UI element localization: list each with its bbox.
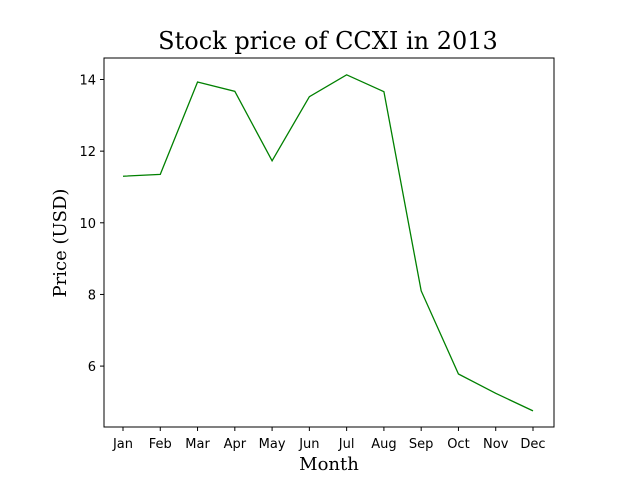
x-tick-label: Sep [409,437,434,452]
series-line-0 [122,74,534,412]
y-tick-label: 14 [79,73,96,88]
plot-frame [103,57,555,428]
x-axis-label: Month [299,454,359,475]
y-tick-label: 10 [79,217,96,232]
x-tick-label: Jun [298,437,319,452]
plot-area [122,74,534,412]
y-tick-label: 12 [79,145,96,160]
x-tick-label: May [259,437,286,452]
y-tick-label: 8 [88,288,96,303]
x-tick-label: Jul [338,437,355,452]
x-tick-label: Apr [224,437,247,452]
x-axis: Jan Feb Mar Apr May Jun Jul Aug Sep Oct Nov Dec [112,427,546,452]
x-tick-label: Dec [520,437,545,452]
x-tick-label: Aug [371,437,396,452]
y-axis: 6 8 10 12 14 [79,73,104,375]
y-axis-label: Price (USD) [50,189,71,298]
x-tick-label: Mar [185,437,210,452]
chart-title: Stock price of CCXI in 2013 [158,27,498,55]
y-tick-label: 6 [88,360,96,375]
x-tick-label: Feb [149,437,172,452]
x-tick-label: Oct [447,437,469,452]
x-tick-label: Nov [483,437,509,452]
x-tick-label: Jan [112,437,133,452]
